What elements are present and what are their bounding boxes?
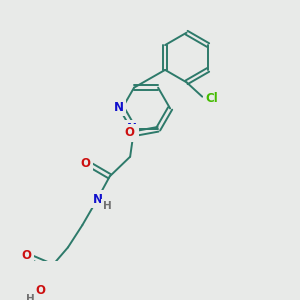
- Text: O: O: [80, 157, 90, 170]
- Text: O: O: [35, 284, 46, 297]
- Text: O: O: [21, 249, 32, 262]
- Text: N: N: [127, 122, 137, 135]
- Text: O: O: [124, 126, 134, 139]
- Text: H: H: [103, 201, 112, 211]
- Text: N: N: [114, 101, 124, 114]
- Text: H: H: [26, 294, 34, 300]
- Text: Cl: Cl: [205, 92, 218, 104]
- Text: N: N: [93, 193, 103, 206]
